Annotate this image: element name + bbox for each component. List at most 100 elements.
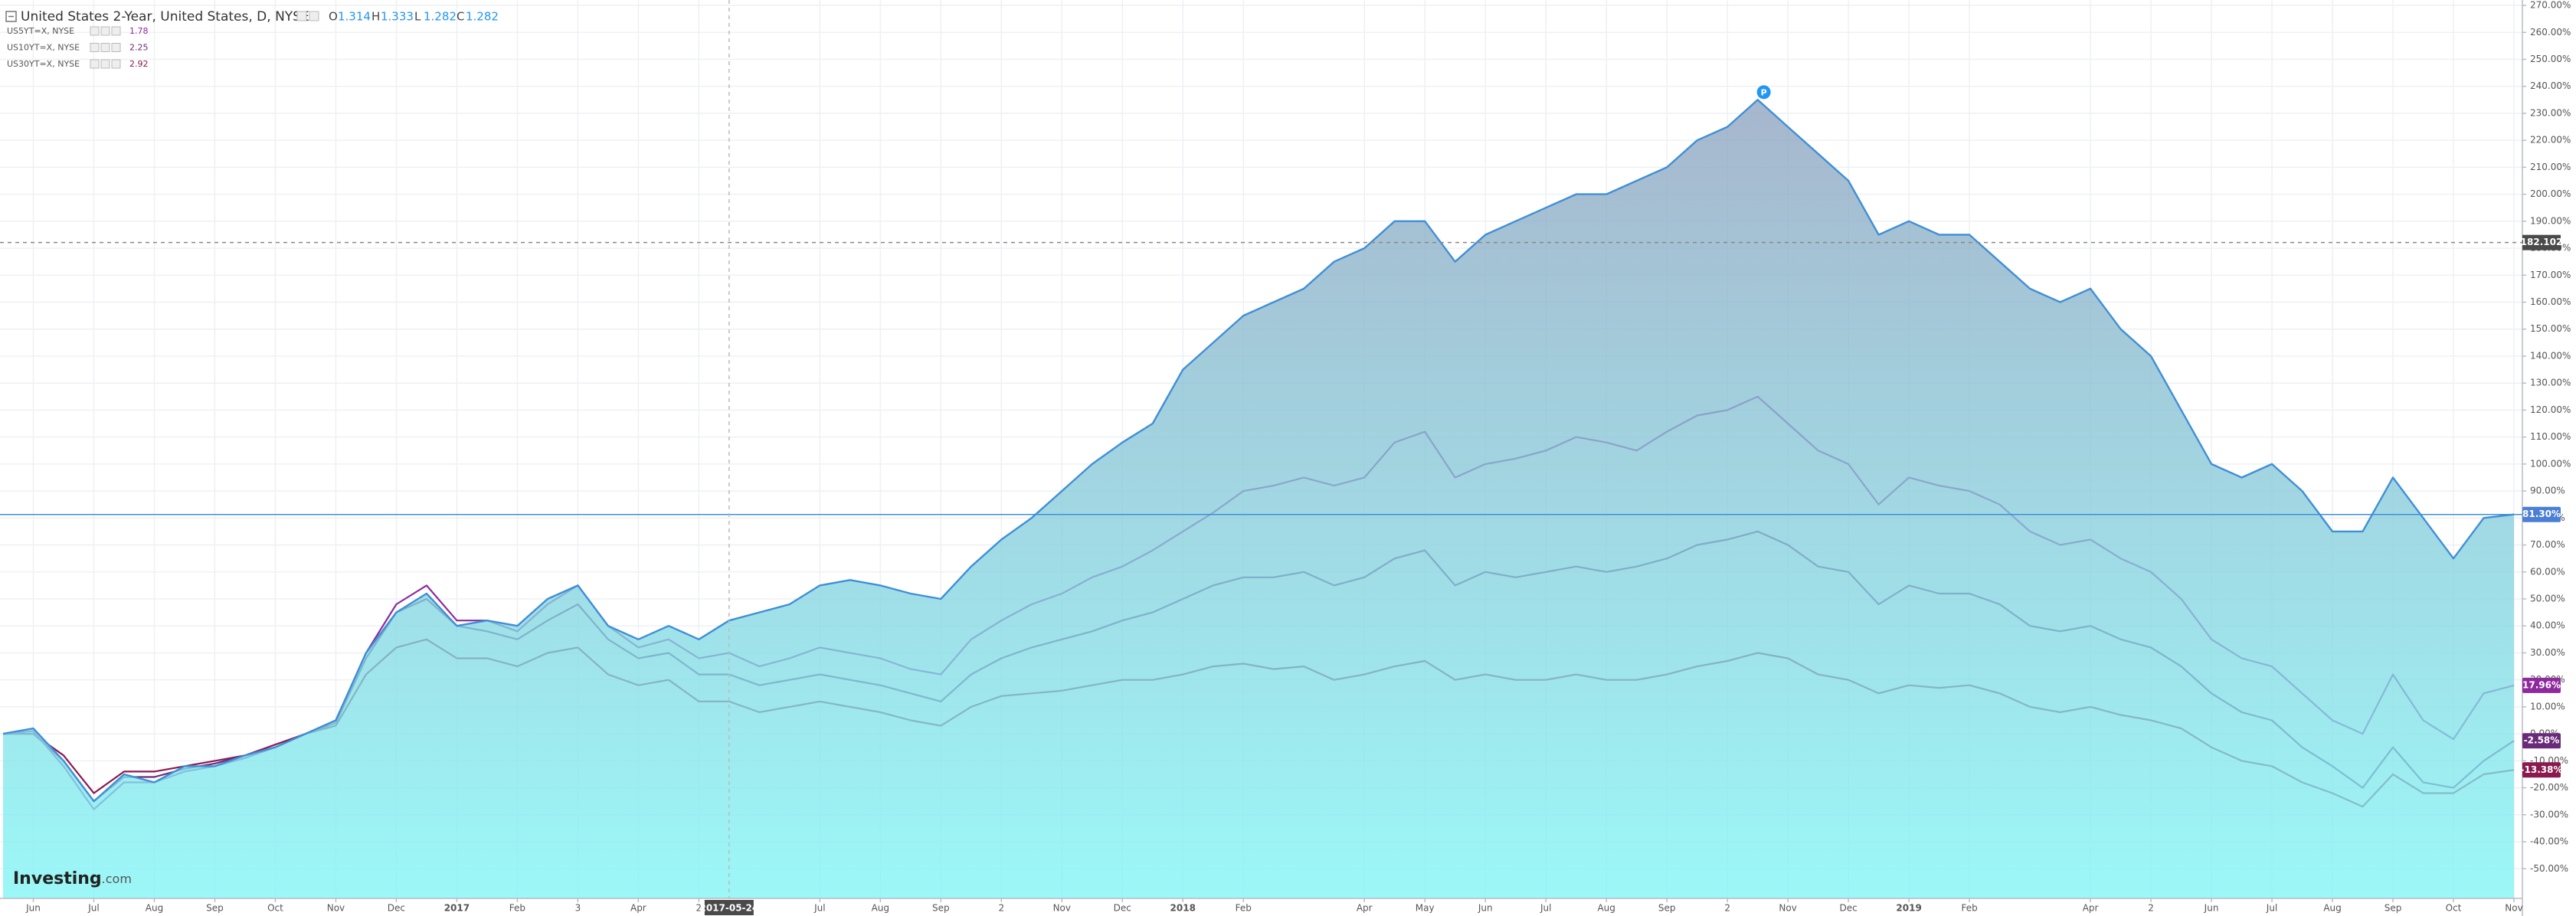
y-tick-label: 10.00% — [2530, 701, 2565, 712]
legend-series-name: US5YT=X, NYSE — [7, 26, 74, 36]
legend-button[interactable] — [111, 43, 121, 52]
legend-series-name: US30YT=X, NYSE — [7, 59, 80, 69]
crosshair-price-label: 182.102 — [2521, 237, 2563, 247]
x-tick-label: Feb — [1961, 903, 1977, 914]
event-marker-label: P — [1761, 87, 1767, 97]
y-tick-label: 100.00% — [2530, 458, 2571, 469]
collapse-icon[interactable] — [5, 11, 17, 22]
y-tick-label: 150.00% — [2530, 323, 2571, 334]
last-value-badge — [2522, 506, 2561, 522]
legend-button[interactable] — [90, 59, 100, 69]
crosshair-date-badge — [704, 900, 754, 915]
last-value-label: 17.96% — [2522, 679, 2561, 690]
y-tick-label: 190.00% — [2530, 215, 2571, 226]
chart-title: United States 2-Year, United States, D, … — [21, 9, 309, 25]
legend-button[interactable] — [100, 43, 110, 52]
legend-button[interactable] — [111, 59, 121, 69]
x-tick-label: 3 — [575, 903, 581, 914]
x-tick-label: Nov — [2505, 903, 2522, 914]
x-tick-label: 2 — [1724, 903, 1730, 914]
legend-button[interactable] — [100, 26, 110, 36]
y-tick-label: 200.00% — [2530, 188, 2571, 199]
ohlc-key: L — [414, 10, 421, 24]
last-value-label: -13.38% — [2521, 764, 2563, 775]
y-tick-label: 220.00% — [2530, 135, 2571, 146]
event-marker[interactable] — [1756, 85, 1771, 100]
x-tick-label: Jun — [25, 903, 41, 914]
last-value-label: -2.58% — [2524, 735, 2560, 746]
y-tick-label: -30.00% — [2530, 809, 2568, 819]
y-tick-label: -50.00% — [2530, 863, 2568, 874]
ohlc-value: 1.282 — [466, 10, 499, 24]
x-tick-label: Aug — [1597, 903, 1615, 914]
ohlc-value: 1.282 — [424, 10, 457, 24]
x-tick-label: Jul — [2266, 903, 2277, 914]
x-tick-label: Sep — [1658, 903, 1676, 914]
x-tick-label: Aug — [2323, 903, 2341, 914]
x-tick-label: May — [1416, 903, 1435, 914]
y-tick-label: 210.00% — [2530, 162, 2571, 172]
y-tick-label: 60.00% — [2530, 566, 2565, 577]
legend-button[interactable] — [90, 43, 100, 52]
y-tick-label: 260.00% — [2530, 27, 2571, 38]
legend-button[interactable] — [296, 11, 307, 21]
y-tick-label: 270.00% — [2530, 0, 2571, 11]
legend-button[interactable] — [90, 26, 100, 36]
x-tick-label: 2 — [2148, 903, 2154, 914]
x-tick-label: Aug — [146, 903, 163, 914]
y-tick-label: 160.00% — [2530, 296, 2571, 307]
x-tick-label: Jul — [1540, 903, 1551, 914]
series-area — [3, 100, 2514, 898]
legend-series-quote: 1.78 — [129, 26, 149, 36]
legend-button[interactable] — [100, 59, 110, 69]
last-value-label: 81.30% — [2522, 509, 2561, 519]
x-tick-label: Oct — [2446, 903, 2462, 914]
x-tick-label: 2019 — [1896, 903, 1921, 914]
legend: United States 2-Year, United States, D, … — [5, 9, 499, 69]
crosshair-price-badge — [2522, 234, 2561, 250]
x-tick-label: Sep — [932, 903, 950, 914]
x-tick-label: 2017 — [444, 903, 470, 914]
y-tick-label: 30.00% — [2530, 647, 2565, 658]
legend-series-quote: 2.25 — [129, 43, 149, 53]
x-tick-label: Dec — [1840, 903, 1858, 914]
y-tick-label: 70.00% — [2530, 539, 2565, 550]
x-tick-label: Jun — [1478, 903, 1493, 914]
y-tick-label: 120.00% — [2530, 404, 2571, 415]
ohlc-key: O — [329, 10, 338, 24]
x-tick-label: Nov — [327, 903, 345, 914]
y-tick-label: 140.00% — [2530, 350, 2571, 361]
x-tick-label: Apr — [1357, 903, 1373, 914]
x-tick-label: Apr — [2083, 903, 2099, 914]
legend-button[interactable] — [309, 11, 319, 21]
legend-series-quote: 2.92 — [129, 59, 149, 69]
plot-area — [2, 99, 2515, 898]
watermark: Investing.com — [13, 869, 132, 888]
last-value-badge — [2522, 677, 2561, 693]
x-tick-label: Jun — [2204, 903, 2219, 914]
y-tick-label: -20.00% — [2530, 782, 2568, 793]
watermark-brand: Investing — [13, 869, 102, 888]
ohlc-key: C — [457, 10, 464, 24]
x-tick-label: Sep — [2385, 903, 2402, 914]
last-value-badge — [2522, 733, 2561, 749]
x-tick-label: Sep — [206, 903, 224, 914]
x-tick-label: 2 — [998, 903, 1004, 914]
x-tick-label: Feb — [509, 903, 525, 914]
crosshair-date-label: 2017-05-24 — [699, 903, 758, 914]
x-tick-label: 2018 — [1170, 903, 1196, 914]
y-tick-label: 50.00% — [2530, 594, 2565, 604]
x-tick-label: Aug — [872, 903, 889, 914]
x-tick-label: Jul — [813, 903, 825, 914]
ohlc-value: 1.333 — [381, 10, 414, 24]
y-tick-label: 170.00% — [2530, 270, 2571, 280]
ohlc-value: 1.314 — [338, 10, 371, 24]
x-tick-label: Nov — [1779, 903, 1796, 914]
legend-button[interactable] — [111, 26, 121, 36]
x-tick-label: 2 — [696, 903, 702, 914]
y-tick-label: -40.00% — [2530, 836, 2568, 847]
